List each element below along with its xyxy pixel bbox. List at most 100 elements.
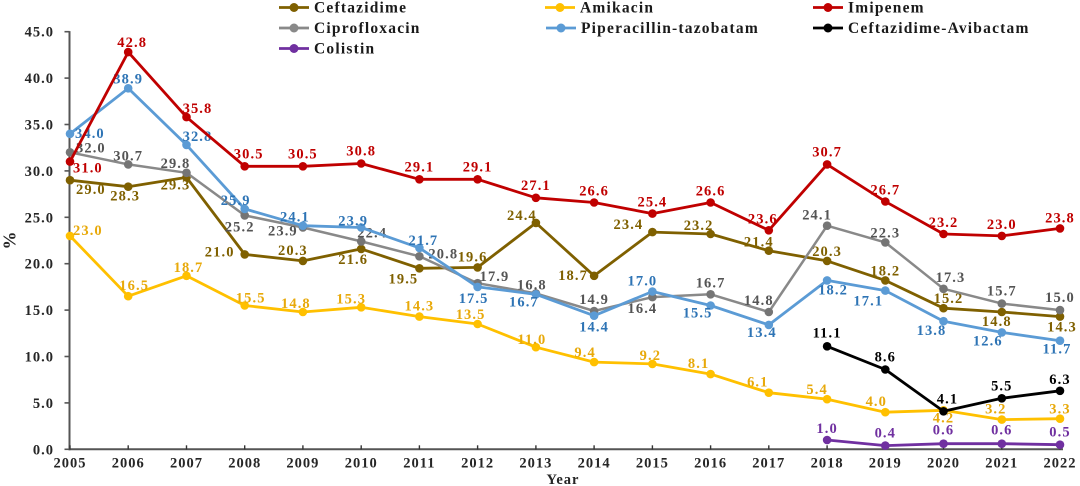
svg-text:0.0: 0.0 [33,442,54,458]
svg-text:14.8: 14.8 [281,296,311,312]
svg-text:23.6: 23.6 [748,211,778,227]
svg-text:Colistin: Colistin [314,41,375,58]
svg-text:Ciprofloxacin: Ciprofloxacin [314,20,421,37]
svg-text:2021: 2021 [985,456,1018,472]
svg-text:6.3: 6.3 [1049,372,1070,388]
svg-text:2014: 2014 [578,456,611,472]
svg-text:26.7: 26.7 [870,183,900,199]
svg-text:15.3: 15.3 [336,291,366,307]
svg-text:8.1: 8.1 [688,356,709,372]
svg-text:14.4: 14.4 [579,320,609,336]
svg-text:32.0: 32.0 [76,140,106,156]
svg-text:5.0: 5.0 [33,396,54,412]
svg-text:14.9: 14.9 [579,292,609,308]
svg-text:17.5: 17.5 [459,291,489,307]
svg-text:5.4: 5.4 [806,382,827,398]
svg-text:8.6: 8.6 [875,350,896,366]
svg-text:23.2: 23.2 [929,215,959,231]
svg-text:23.9: 23.9 [338,214,368,230]
svg-text:%: % [0,231,20,250]
svg-text:29.3: 29.3 [161,177,191,193]
svg-text:40.0: 40.0 [25,71,54,87]
svg-text:2022: 2022 [1044,456,1077,472]
svg-text:Year: Year [547,472,580,486]
svg-text:2007: 2007 [170,456,203,472]
svg-text:38.9: 38.9 [113,71,143,87]
svg-text:30.5: 30.5 [288,146,318,162]
svg-text:16.5: 16.5 [119,278,149,294]
svg-text:29.8: 29.8 [161,156,191,172]
svg-text:4.2: 4.2 [933,410,954,426]
svg-text:5.5: 5.5 [991,378,1012,394]
svg-text:6.1: 6.1 [747,375,768,391]
svg-text:9.2: 9.2 [640,348,661,364]
svg-text:34.0: 34.0 [75,126,105,142]
svg-text:18.7: 18.7 [558,268,588,284]
svg-text:4.0: 4.0 [866,394,887,410]
svg-text:2010: 2010 [345,456,378,472]
svg-text:26.6: 26.6 [579,184,609,200]
svg-text:11.1: 11.1 [813,325,842,341]
svg-text:23.4: 23.4 [614,217,644,233]
svg-text:2006: 2006 [112,456,145,472]
svg-text:15.5: 15.5 [683,306,713,322]
svg-text:2011: 2011 [403,456,435,472]
svg-text:0.5: 0.5 [1049,425,1070,441]
svg-text:23.0: 23.0 [73,223,103,239]
svg-text:22.3: 22.3 [870,225,900,241]
svg-text:18.7: 18.7 [174,260,204,276]
svg-text:15.5: 15.5 [236,291,266,307]
svg-text:25.9: 25.9 [221,193,251,209]
svg-text:Piperacillin-tazobatam: Piperacillin-tazobatam [581,20,759,37]
svg-text:28.3: 28.3 [110,189,140,205]
svg-text:21.4: 21.4 [744,235,774,251]
svg-text:23.0: 23.0 [987,217,1017,233]
svg-text:17.1: 17.1 [853,294,883,310]
svg-text:20.3: 20.3 [812,244,842,260]
svg-text:29.1: 29.1 [463,159,493,175]
svg-text:25.4: 25.4 [638,195,668,211]
svg-text:30.7: 30.7 [113,148,143,164]
svg-text:20.3: 20.3 [278,243,308,259]
svg-text:18.2: 18.2 [870,263,900,279]
svg-text:2017: 2017 [752,456,785,472]
svg-text:11.0: 11.0 [517,332,546,348]
svg-text:19.5: 19.5 [389,271,419,287]
svg-text:1.0: 1.0 [816,421,837,437]
svg-text:21.0: 21.0 [205,244,235,260]
svg-text:14.8: 14.8 [982,314,1012,330]
svg-text:30.8: 30.8 [346,144,376,160]
svg-text:15.2: 15.2 [934,291,964,307]
svg-text:23.2: 23.2 [684,218,714,234]
svg-text:16.7: 16.7 [696,275,726,291]
svg-text:16.4: 16.4 [628,301,658,317]
svg-text:2018: 2018 [811,456,844,472]
svg-text:Ceftazidime: Ceftazidime [314,0,407,17]
svg-text:21.6: 21.6 [338,252,368,268]
svg-text:20.0: 20.0 [25,257,54,273]
svg-text:0.4: 0.4 [875,426,896,442]
svg-text:24.1: 24.1 [280,210,310,226]
svg-text:3.2: 3.2 [985,402,1006,418]
svg-text:4.1: 4.1 [937,391,958,407]
svg-text:21.7: 21.7 [409,233,439,249]
svg-text:29.1: 29.1 [405,159,435,175]
svg-text:13.8: 13.8 [917,323,947,339]
svg-text:14.8: 14.8 [744,293,774,309]
svg-text:13.5: 13.5 [456,307,486,323]
svg-text:19.6: 19.6 [458,249,488,265]
svg-text:0.6: 0.6 [991,423,1012,439]
svg-text:29.0: 29.0 [76,182,106,198]
svg-text:30.0: 30.0 [25,164,54,180]
svg-text:24.4: 24.4 [507,208,537,224]
svg-text:10.0: 10.0 [25,350,54,366]
svg-text:14.3: 14.3 [1047,320,1077,336]
svg-text:2020: 2020 [927,456,960,472]
svg-text:2013: 2013 [519,456,552,472]
svg-text:11.7: 11.7 [1043,342,1072,358]
svg-text:3.3: 3.3 [1049,402,1070,418]
svg-text:25.0: 25.0 [25,210,54,226]
svg-text:30.7: 30.7 [812,144,842,160]
svg-text:2009: 2009 [286,456,319,472]
svg-text:27.1: 27.1 [521,178,551,194]
